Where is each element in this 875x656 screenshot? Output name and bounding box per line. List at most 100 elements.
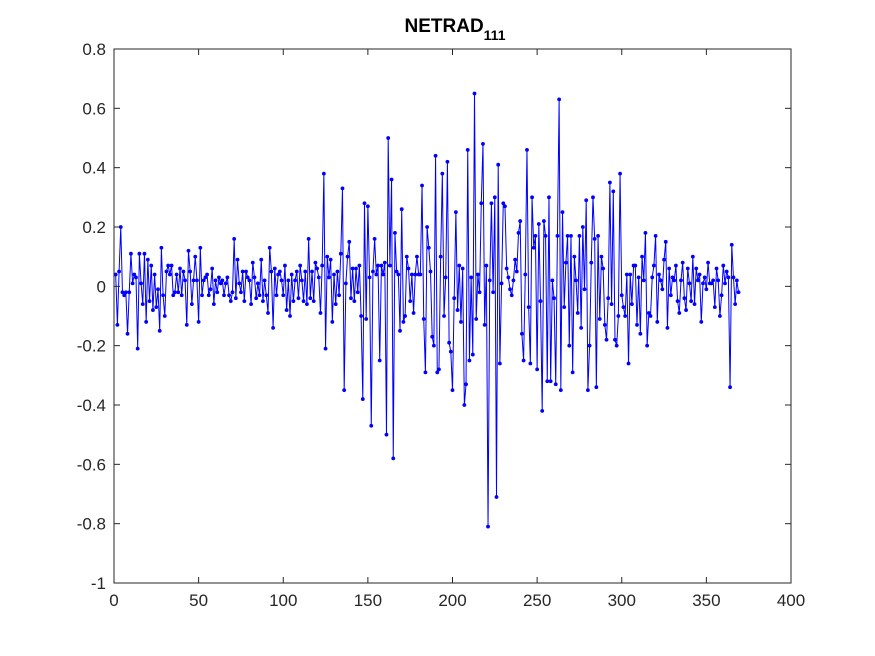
data-point	[343, 281, 348, 286]
data-point	[274, 293, 279, 298]
data-point	[113, 272, 118, 277]
data-point	[433, 153, 438, 158]
data-point	[604, 337, 609, 342]
data-point	[601, 266, 606, 271]
data-point	[477, 290, 482, 295]
data-point	[684, 308, 688, 312]
data-point	[137, 251, 142, 256]
data-point	[687, 281, 692, 286]
data-point	[489, 201, 494, 206]
data-point	[306, 236, 311, 241]
data-point	[303, 269, 308, 274]
data-point	[283, 263, 287, 268]
data-point	[296, 296, 301, 301]
data-point	[674, 263, 678, 268]
data-point	[284, 308, 289, 312]
data-point	[159, 245, 164, 250]
data-point	[277, 269, 282, 274]
data-point	[239, 290, 243, 295]
data-point	[308, 296, 313, 301]
data-point	[504, 266, 509, 271]
data-point	[557, 97, 562, 102]
data-point	[145, 257, 150, 262]
data-point	[611, 189, 616, 194]
data-point	[541, 219, 546, 223]
data-point	[548, 379, 553, 384]
data-point	[479, 201, 484, 206]
data-point	[345, 254, 350, 259]
data-point	[276, 272, 281, 277]
data-point	[667, 266, 672, 271]
data-point	[655, 320, 660, 324]
data-point	[244, 269, 248, 274]
data-point	[127, 290, 132, 295]
data-point	[327, 275, 331, 280]
data-point	[401, 320, 406, 324]
data-point	[379, 263, 384, 268]
data-point	[657, 272, 661, 277]
data-point	[690, 254, 695, 259]
data-point	[164, 269, 169, 274]
data-point	[147, 299, 152, 304]
data-point	[330, 320, 335, 324]
data-point	[443, 275, 448, 280]
x-tick-label: 150	[354, 591, 382, 610]
data-point	[624, 272, 629, 277]
data-point	[393, 231, 397, 235]
data-point	[299, 278, 304, 283]
data-point	[709, 281, 714, 286]
data-point	[726, 275, 731, 280]
data-point	[372, 236, 377, 241]
data-point	[645, 343, 650, 348]
data-point	[474, 317, 479, 321]
data-point	[596, 234, 600, 238]
data-point	[467, 358, 472, 363]
data-point	[179, 293, 184, 298]
data-point	[558, 388, 563, 393]
data-point	[523, 272, 528, 277]
data-point	[536, 222, 541, 226]
data-point	[352, 299, 357, 304]
data-point	[338, 251, 343, 256]
data-point	[262, 278, 267, 283]
data-point	[665, 325, 670, 330]
data-point	[255, 281, 260, 286]
data-point	[426, 245, 431, 250]
data-point	[613, 337, 617, 342]
data-point	[227, 293, 231, 298]
data-point	[519, 331, 524, 336]
data-point	[340, 186, 345, 191]
data-point	[679, 278, 683, 283]
data-point	[648, 314, 653, 318]
data-point	[448, 349, 453, 354]
data-point	[193, 254, 198, 259]
data-point	[382, 260, 387, 265]
data-point	[252, 275, 257, 280]
data-point	[718, 314, 722, 318]
data-point	[428, 269, 433, 274]
data-point	[161, 293, 165, 298]
y-tick-label: -0.6	[77, 455, 106, 474]
data-point	[266, 311, 270, 315]
data-point	[621, 305, 626, 309]
data-point	[579, 325, 584, 330]
data-point	[701, 281, 705, 286]
data-point	[694, 266, 699, 271]
data-point	[442, 314, 446, 318]
data-point	[261, 299, 265, 304]
y-tick-label: 0.2	[82, 218, 106, 237]
data-point	[188, 269, 193, 274]
data-point	[242, 299, 247, 304]
data-point	[132, 272, 137, 277]
data-point	[365, 204, 370, 209]
data-point	[220, 278, 225, 283]
data-point	[697, 272, 702, 277]
data-point	[386, 136, 391, 140]
data-point	[408, 299, 413, 304]
data-point	[652, 263, 656, 268]
data-point	[245, 275, 250, 280]
data-point	[591, 195, 595, 200]
data-point	[592, 236, 597, 241]
data-point	[189, 302, 194, 307]
